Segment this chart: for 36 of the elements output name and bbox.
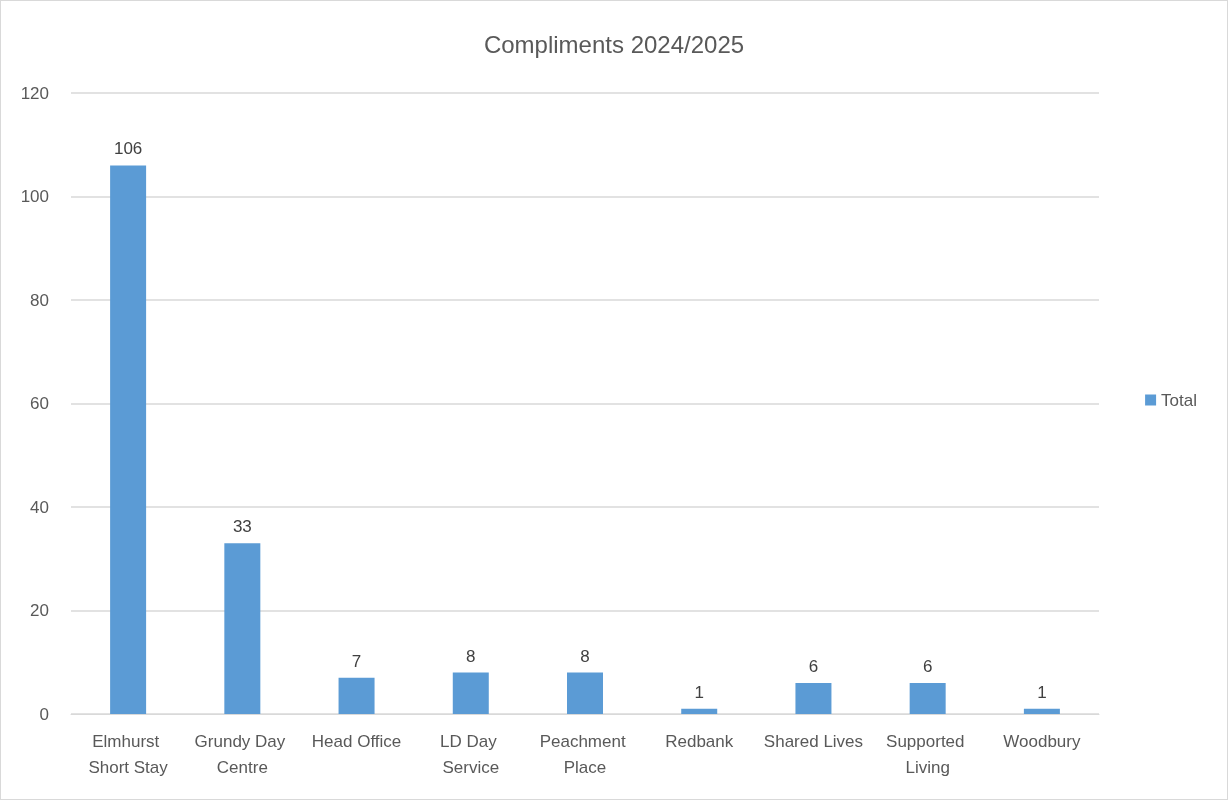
x-tick-label: Redbank [665,731,734,751]
data-label: 7 [351,651,362,671]
x-tick-label: Shared Lives [763,731,864,751]
data-label: 1 [694,682,704,702]
x-tick-label: Head Office [311,731,402,751]
data-label: 106 [113,139,143,159]
x-tick-label: Supported Living [886,731,970,777]
chart-title: Compliments 2024/2025 [483,30,745,58]
bar [1023,708,1060,714]
bar [567,672,603,714]
bar [681,708,718,714]
data-label: 8 [580,646,590,666]
y-tick-label: 80 [30,290,49,310]
y-tick-label: 120 [20,83,49,103]
data-label: 6 [922,656,933,676]
x-tick-label: Grundy Day Centre [194,731,291,777]
y-tick-label: 40 [30,497,49,517]
y-tick-label: 60 [30,394,49,413]
data-label: 6 [808,656,819,676]
y-tick-label: 0 [39,704,49,724]
bar [795,682,832,714]
bar [224,543,261,714]
data-label: 8 [466,646,476,666]
x-tick-label: LD Day Service [440,731,502,777]
y-tick-label: 20 [30,601,49,620]
y-tick-label: 100 [20,187,49,206]
x-tick-label: Peachment Place [539,731,631,777]
legend-label: Total [1161,390,1198,410]
bar [110,165,147,714]
data-label: 1 [1037,682,1047,702]
bar [452,672,489,714]
data-label: 33 [232,517,252,537]
bar [909,682,946,714]
x-tick-label: Woodbury [1003,731,1081,751]
x-tick-label: Elmhurst Short Stay [88,731,169,777]
bar [338,677,375,714]
